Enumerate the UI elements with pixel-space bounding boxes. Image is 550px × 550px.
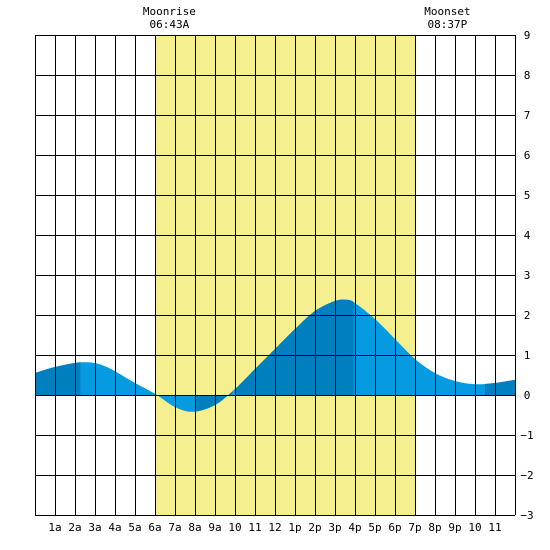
tide-area-dark-band <box>35 362 81 395</box>
x-tick-label: 10 <box>468 521 481 534</box>
x-tick-label: 11 <box>488 521 501 534</box>
y-axis-ticks: 9 8 7 6 5 4 3 2 1 0 −1 −2 −3 <box>520 29 533 522</box>
y-tick-label: 2 <box>524 309 531 322</box>
x-tick-label: 7a <box>168 521 181 534</box>
x-tick-label: 5a <box>128 521 141 534</box>
y-tick-label: 6 <box>524 149 531 162</box>
y-tick-label: 5 <box>524 189 531 202</box>
x-tick-label: 1a <box>48 521 61 534</box>
x-tick-label: 6p <box>388 521 401 534</box>
y-tick-label: 9 <box>524 29 531 42</box>
moon-event-time: 06:43A <box>150 18 190 31</box>
x-tick-label: 11 <box>248 521 261 534</box>
x-tick-label: 8p <box>428 521 441 534</box>
x-tick-label: 4p <box>348 521 361 534</box>
y-tick-label: 1 <box>524 349 531 362</box>
x-tick-label: 9p <box>448 521 461 534</box>
tide-area-dark-band <box>195 391 232 412</box>
x-tick-label: 12 <box>268 521 281 534</box>
x-tick-label: 8a <box>188 521 201 534</box>
y-tick-label: −2 <box>520 469 533 482</box>
x-tick-label: 1p <box>288 521 301 534</box>
moon-event-time: 08:37P <box>428 18 468 31</box>
y-tick-label: 0 <box>524 389 531 402</box>
y-tick-label: −3 <box>520 509 533 522</box>
y-tick-label: 4 <box>524 229 531 242</box>
tide-area-dark-band <box>485 379 515 395</box>
x-tick-label: 3p <box>328 521 341 534</box>
x-tick-label: 2p <box>308 521 321 534</box>
y-tick-label: 7 <box>524 109 531 122</box>
x-tick-label: 4a <box>108 521 121 534</box>
grid-lines <box>35 35 516 516</box>
x-tick-label: 2a <box>68 521 81 534</box>
x-tick-label: 7p <box>408 521 421 534</box>
moon-event-label: Moonset <box>424 5 470 18</box>
tide-area-dark-band <box>235 299 354 395</box>
x-tick-label: 9a <box>208 521 221 534</box>
y-tick-label: 8 <box>524 69 531 82</box>
x-tick-label: 10 <box>228 521 241 534</box>
y-tick-label: 3 <box>524 269 531 282</box>
x-axis-ticks: 1a 2a 3a 4a 5a 6a 7a 8a 9a 10 11 12 1p 2p 3p 4p 5p 6p 7p 8p… <box>48 521 501 534</box>
x-tick-label: 5p <box>368 521 381 534</box>
y-tick-label: −1 <box>520 429 533 442</box>
x-tick-label: 3a <box>88 521 101 534</box>
x-tick-label: 6a <box>148 521 161 534</box>
moon-event-label: Moonrise <box>143 5 196 18</box>
